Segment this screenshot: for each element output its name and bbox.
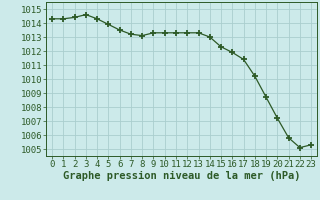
X-axis label: Graphe pression niveau de la mer (hPa): Graphe pression niveau de la mer (hPa) xyxy=(63,171,300,181)
